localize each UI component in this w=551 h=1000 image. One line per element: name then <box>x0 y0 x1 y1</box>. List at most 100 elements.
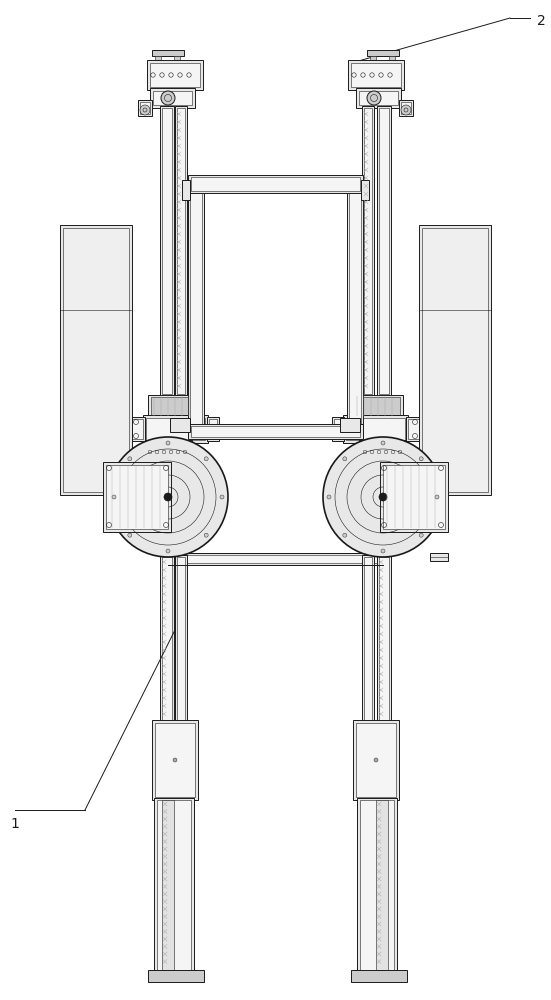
Bar <box>151 397 197 415</box>
Bar <box>408 419 419 439</box>
Circle shape <box>108 437 228 557</box>
Bar <box>362 106 374 396</box>
Bar <box>430 553 448 561</box>
Circle shape <box>343 457 347 461</box>
Bar <box>150 88 195 108</box>
Text: 2: 2 <box>537 14 545 28</box>
Bar <box>150 63 200 87</box>
Bar <box>162 557 172 723</box>
Bar <box>177 108 185 394</box>
Bar <box>362 443 403 462</box>
Bar <box>147 60 203 90</box>
Bar <box>362 555 374 725</box>
Bar <box>145 440 192 465</box>
Bar <box>140 102 150 114</box>
Bar <box>346 418 405 440</box>
Circle shape <box>381 441 385 445</box>
Bar <box>138 100 152 116</box>
Bar <box>143 415 208 443</box>
Bar <box>360 800 394 971</box>
Bar <box>174 56 180 60</box>
Bar <box>357 798 397 973</box>
Bar <box>334 419 342 439</box>
Bar <box>419 225 491 495</box>
Circle shape <box>128 533 132 537</box>
Circle shape <box>204 457 208 461</box>
Bar <box>155 56 161 60</box>
Bar <box>359 440 406 465</box>
Circle shape <box>323 437 443 557</box>
Bar <box>191 177 360 191</box>
Bar <box>401 102 411 114</box>
Circle shape <box>166 441 170 445</box>
Bar <box>422 228 488 492</box>
Bar <box>162 800 174 971</box>
Circle shape <box>379 493 387 501</box>
Bar <box>364 557 372 723</box>
Bar <box>175 106 187 396</box>
Bar <box>207 417 219 441</box>
Bar <box>340 418 360 432</box>
Bar <box>168 553 383 565</box>
Circle shape <box>327 495 331 499</box>
Circle shape <box>128 457 132 461</box>
Circle shape <box>164 493 172 501</box>
Circle shape <box>343 533 347 537</box>
Bar <box>379 108 389 394</box>
Bar <box>188 190 204 435</box>
Bar <box>343 415 408 443</box>
Bar <box>60 225 132 495</box>
Bar <box>406 417 421 441</box>
Bar <box>160 106 174 396</box>
Bar <box>148 443 189 462</box>
Circle shape <box>367 91 381 105</box>
Circle shape <box>419 457 423 461</box>
Bar <box>383 465 445 529</box>
Bar <box>182 180 190 200</box>
Bar <box>103 462 171 532</box>
Bar <box>157 800 191 971</box>
Circle shape <box>401 105 411 115</box>
Bar <box>359 91 398 105</box>
Circle shape <box>161 91 175 105</box>
Bar <box>376 800 388 971</box>
Bar <box>162 108 172 394</box>
Bar <box>354 397 400 415</box>
Bar <box>175 555 187 725</box>
Bar <box>353 720 399 800</box>
Bar <box>356 88 401 108</box>
Bar <box>351 63 401 87</box>
Bar <box>191 426 360 437</box>
Bar <box>367 50 399 56</box>
Bar <box>188 424 363 439</box>
Bar <box>190 192 202 433</box>
Bar <box>132 419 143 439</box>
Bar <box>130 417 145 441</box>
Bar <box>351 970 407 982</box>
Bar <box>351 395 403 417</box>
Bar <box>380 462 448 532</box>
Bar <box>152 720 198 800</box>
Bar <box>348 60 404 90</box>
Bar <box>188 175 363 193</box>
Bar <box>153 91 192 105</box>
Bar <box>160 555 174 725</box>
Bar <box>170 418 190 432</box>
Bar <box>148 970 204 982</box>
Bar <box>361 180 369 200</box>
Bar <box>171 555 380 563</box>
Circle shape <box>140 105 150 115</box>
Bar <box>146 418 205 440</box>
Circle shape <box>166 549 170 553</box>
Bar <box>154 798 194 973</box>
Circle shape <box>112 495 116 499</box>
Bar <box>106 465 168 529</box>
Bar <box>347 190 363 435</box>
Bar <box>152 50 184 56</box>
Bar <box>377 106 391 396</box>
Bar <box>177 557 185 723</box>
Bar <box>209 419 217 439</box>
Bar <box>63 228 129 492</box>
Bar <box>377 555 391 725</box>
Bar <box>389 56 395 60</box>
